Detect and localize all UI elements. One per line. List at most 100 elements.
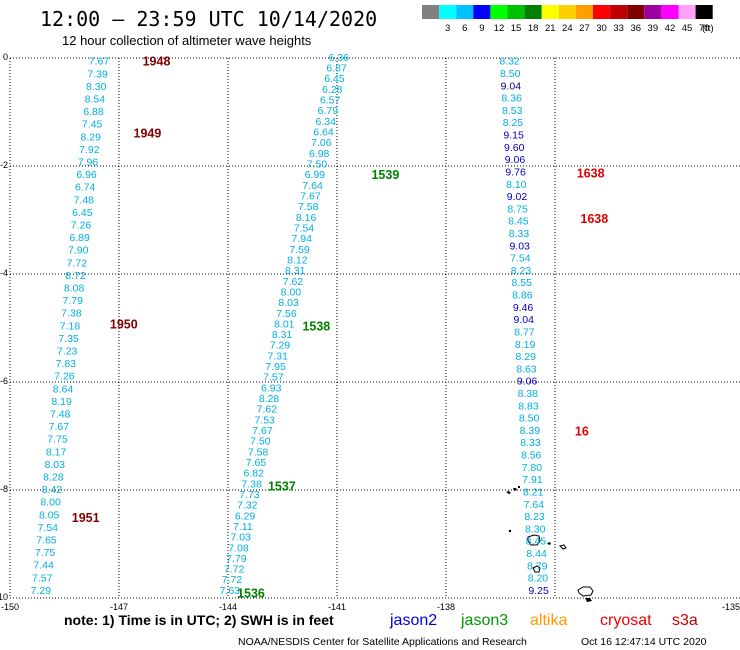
legend-swatch [507, 5, 525, 19]
wave-height-value: 7.53 [254, 414, 275, 426]
wave-height-value: 9.60 [504, 142, 525, 154]
pass-time-label: 1951 [72, 511, 100, 525]
wave-height-value: 7.03 [230, 532, 251, 544]
wave-height-value: 7.29 [31, 585, 52, 597]
wave-height-value: 7.67 [300, 190, 321, 202]
wave-height-value: 6.98 [309, 148, 330, 160]
wave-height-value: 6.34 [315, 116, 336, 128]
wave-height-value: 7.54 [510, 253, 531, 265]
wave-height-value: 8.28 [43, 472, 64, 484]
island-cluster-icon [506, 486, 520, 494]
wave-height-value: 7.54 [294, 222, 315, 234]
wave-height-value: 6.96 [76, 169, 97, 181]
legend-swatch [610, 5, 628, 19]
wave-height-value: 7.96 [78, 157, 99, 169]
pass-time-label: 16 [575, 425, 589, 439]
wave-height-value: 8.00 [40, 497, 61, 509]
island-outline-icon [577, 586, 594, 597]
legend-swatch [678, 5, 696, 19]
agency-credit: NOAA/NESDIS Center for Satellite Applica… [238, 636, 527, 648]
wave-height-value: 8.38 [518, 388, 539, 400]
legend-label: 12 [494, 23, 505, 34]
wave-height-value: 7.50 [250, 436, 271, 448]
lat-lon-grid [10, 57, 740, 599]
wave-height-value: 8.45 [508, 216, 529, 228]
wave-height-value: 8.75 [507, 203, 528, 215]
wave-height-value: 8.31 [285, 265, 306, 277]
wave-height-value: 8.30 [525, 523, 546, 535]
wave-height-value: 7.48 [74, 194, 95, 206]
wave-height-value: 7.72 [67, 257, 88, 269]
wave-height-value: 7.65 [36, 535, 57, 547]
pass-time-label: 1948 [143, 55, 171, 69]
legend-label: 3 [445, 23, 450, 34]
wave-height-value: 8.45 [526, 536, 547, 548]
wave-height-value: 8.33 [520, 437, 541, 449]
longitude-label: -135 [722, 602, 740, 612]
longitude-label: -138 [437, 602, 455, 612]
wave-height-value: 7.48 [50, 409, 71, 421]
track-cryosat-right: 8.328.509.048.368.538.259.159.609.069.76… [499, 56, 608, 597]
wave-height-value: 8.30 [86, 81, 107, 93]
island-dot-icon [585, 598, 592, 602]
legend-label: 33 [613, 23, 624, 34]
legend-label: 6 [462, 23, 467, 34]
wave-height-value: 8.50 [519, 413, 540, 425]
wave-height-value: 7.18 [60, 320, 81, 332]
wave-height-value: 7.72 [224, 564, 245, 576]
wave-height-value: 7.75 [47, 434, 68, 446]
wave-height-value: 7.35 [58, 333, 79, 345]
wave-height-value: 7.67 [49, 421, 70, 433]
wave-height-value: 6.57 [320, 95, 341, 107]
wave-height-value: 8.44 [526, 548, 547, 560]
wave-height-value: 8.29 [80, 131, 101, 143]
latitude-label: -10 [0, 592, 8, 602]
legend-label: 21 [545, 23, 556, 34]
legend-swatch [473, 5, 491, 19]
wave-height-value: 7.32 [237, 500, 258, 512]
page-title: 12:00 – 23:59 UTC 10/14/2020 [40, 7, 377, 31]
wave-height-value: 8.36 [501, 93, 522, 105]
wave-height-value: 8.03 [278, 297, 299, 309]
wave-height-value: 7.23 [57, 346, 78, 358]
wave-height-value: 7.44 [33, 560, 54, 572]
wave-height-value: 7.73 [239, 489, 260, 501]
legend-label: 45 [682, 23, 693, 34]
wave-height-value: 8.16 [296, 212, 317, 224]
satellite-legend-jason3: jason3 [460, 612, 508, 629]
wave-height-value: 7.67 [252, 425, 273, 437]
wave-height-value: 6.99 [305, 169, 326, 181]
pass-time-label: 1538 [302, 319, 330, 333]
wave-height-value: 8.10 [506, 179, 527, 191]
wave-height-value: 8.33 [509, 228, 530, 240]
wave-height-value: 8.50 [500, 68, 521, 80]
wave-height-value: 7.56 [276, 308, 297, 320]
wave-height-value: 7.38 [241, 478, 262, 490]
wave-height-value: 6.82 [244, 468, 265, 480]
legend-label: 39 [648, 23, 659, 34]
satellite-legend-altika: altika [530, 612, 567, 629]
wave-height-value: 7.57 [32, 572, 53, 584]
wave-height-value: 8.31 [272, 329, 293, 341]
wave-height-value: 9.04 [514, 314, 535, 326]
wave-height-value: 7.95 [265, 361, 286, 373]
generated-timestamp: Oct 16 12:47:14 UTC 2020 [581, 636, 707, 648]
wave-height-value: 9.76 [505, 166, 526, 178]
longitude-label: -144 [219, 602, 237, 612]
wave-height-value: 8.86 [512, 290, 533, 302]
page-subtitle: 12 hour collection of altimeter wave hei… [62, 33, 312, 48]
wave-height-value: 7.08 [228, 542, 249, 554]
wave-height-value: 7.06 [311, 137, 332, 149]
legend-label: 24 [562, 23, 573, 34]
wave-height-value: 6.28 [322, 84, 343, 96]
wave-height-value: 7.75 [35, 547, 56, 559]
wave-height-value: 8.00 [281, 286, 302, 298]
wave-height-value: 8.20 [528, 573, 549, 585]
wave-height-value: 6.88 [83, 106, 104, 118]
wave-height-value: 7.63 [220, 585, 241, 597]
footer-note: note: 1) Time is in UTC; 2) SWH is in fe… [64, 612, 334, 628]
wave-height-value: 7.57 [263, 372, 284, 384]
pass-time-label: 1536 [237, 587, 265, 601]
